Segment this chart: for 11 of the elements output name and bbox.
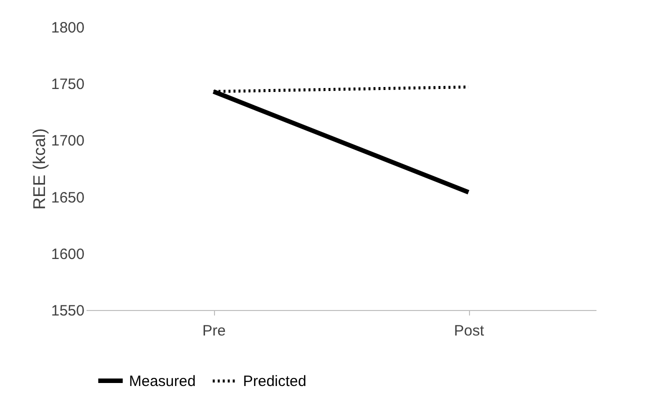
y-tick-label: 1600	[51, 246, 84, 263]
x-tick-label: Post	[454, 322, 485, 340]
legend-label: Measured	[129, 372, 196, 390]
y-tick-label: 1650	[51, 189, 84, 206]
y-tick-label: 1700	[51, 132, 84, 150]
y-tick-label: 1750	[51, 76, 84, 94]
y-axis-title: REE (kcal)	[30, 128, 50, 210]
y-tick-label: 1550	[51, 302, 84, 320]
legend-label: Predicted	[243, 373, 306, 390]
y-tick-label: 1800	[51, 20, 84, 36]
x-tick-label: Pre	[202, 322, 226, 340]
